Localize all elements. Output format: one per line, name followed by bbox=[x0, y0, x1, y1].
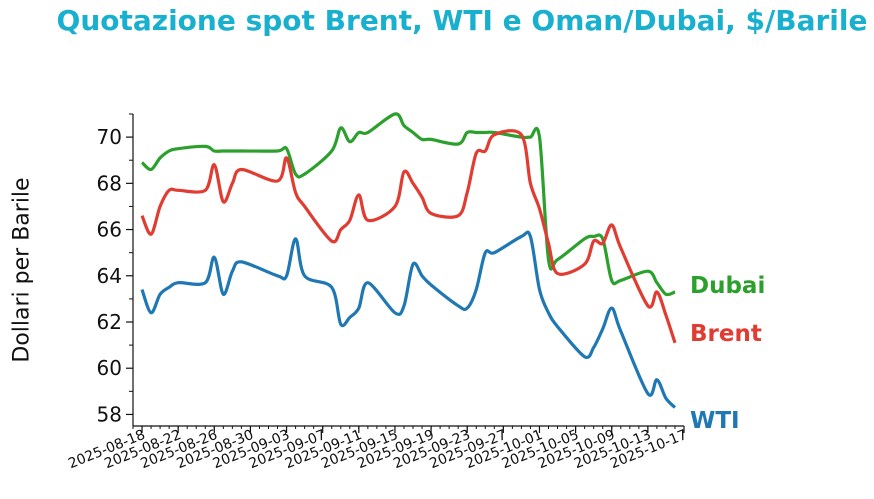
series-line-brent bbox=[140, 129, 677, 344]
series-label-wti: WTI bbox=[690, 408, 740, 434]
y-tick-label: 70 bbox=[97, 125, 122, 149]
y-tick-label: 60 bbox=[97, 356, 122, 380]
series-label-brent: Brent bbox=[690, 321, 762, 347]
series-lines bbox=[140, 112, 677, 409]
chart-title: Quotazione spot Brent, WTI e Oman/Dubai,… bbox=[56, 4, 868, 37]
y-tick-label: 64 bbox=[97, 264, 122, 288]
series-label-dubai: Dubai bbox=[690, 273, 765, 299]
series-line-dubai bbox=[140, 112, 676, 297]
y-tick-label: 58 bbox=[97, 402, 122, 426]
y-tick-label: 68 bbox=[97, 171, 122, 195]
series-labels: Dubai Brent WTI bbox=[690, 273, 765, 434]
y-tick-label: 62 bbox=[97, 310, 122, 334]
series-line-wti bbox=[140, 230, 677, 409]
y-tick-label: 66 bbox=[97, 218, 122, 242]
